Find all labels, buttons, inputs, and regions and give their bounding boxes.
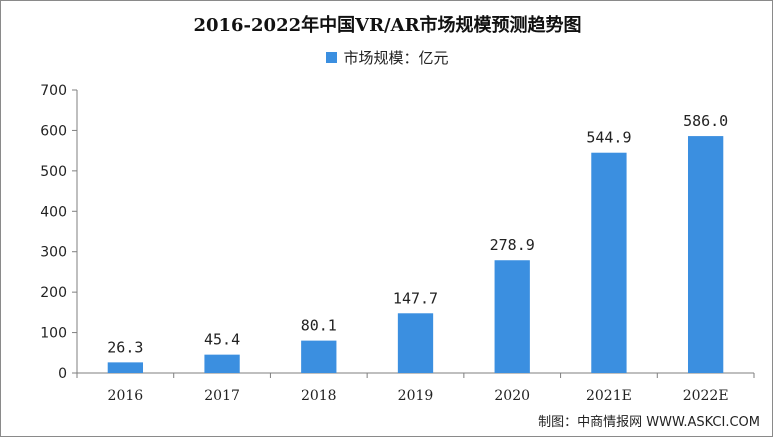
data-label-2017: 45.4 [204,331,240,349]
y-tick-label: 600 [40,123,67,139]
y-tick-label: 200 [40,285,67,301]
bar-2016 [107,362,144,373]
bar-2020 [494,260,530,373]
data-label-2018: 80.1 [301,317,337,335]
legend: 市场规模：亿元 [1,47,773,68]
y-tick-label: 300 [40,245,67,261]
bar-2017 [204,354,240,373]
x-tick-label-2016: 2016 [108,388,144,404]
y-tick-label: 0 [58,366,67,382]
x-tick-label-2022E: 2022E [683,388,729,404]
source-note: 制图：中商情报网 WWW.ASKCI.COM [538,415,760,430]
y-tick-label: 400 [40,204,67,220]
bar-2022E [687,136,724,373]
x-tick-label-2018: 2018 [301,388,337,404]
bar-2018 [301,340,337,373]
data-label-2019: 147.7 [393,289,438,307]
y-tick-label: 500 [40,164,67,180]
legend-swatch [326,52,338,63]
y-tick-label: 100 [40,326,67,342]
data-label-2021E: 544.9 [586,129,631,147]
legend-label: 市场规模：亿元 [343,49,449,67]
x-tick-label-2019: 2019 [398,388,434,404]
bar-2019 [397,313,434,373]
data-label-2022E: 586.0 [683,112,728,130]
x-tick-label-2020: 2020 [494,388,530,404]
chart-title: 2016-2022年中国VR/AR市场规模预测趋势图 [193,15,582,36]
data-label-2020: 278.9 [490,236,535,254]
x-tick-label-2017: 2017 [204,388,240,404]
y-tick-label: 700 [40,83,67,99]
x-tick-label-2021E: 2021E [586,388,632,404]
bar-2021E [591,152,627,373]
data-label-2016: 26.3 [107,338,143,356]
